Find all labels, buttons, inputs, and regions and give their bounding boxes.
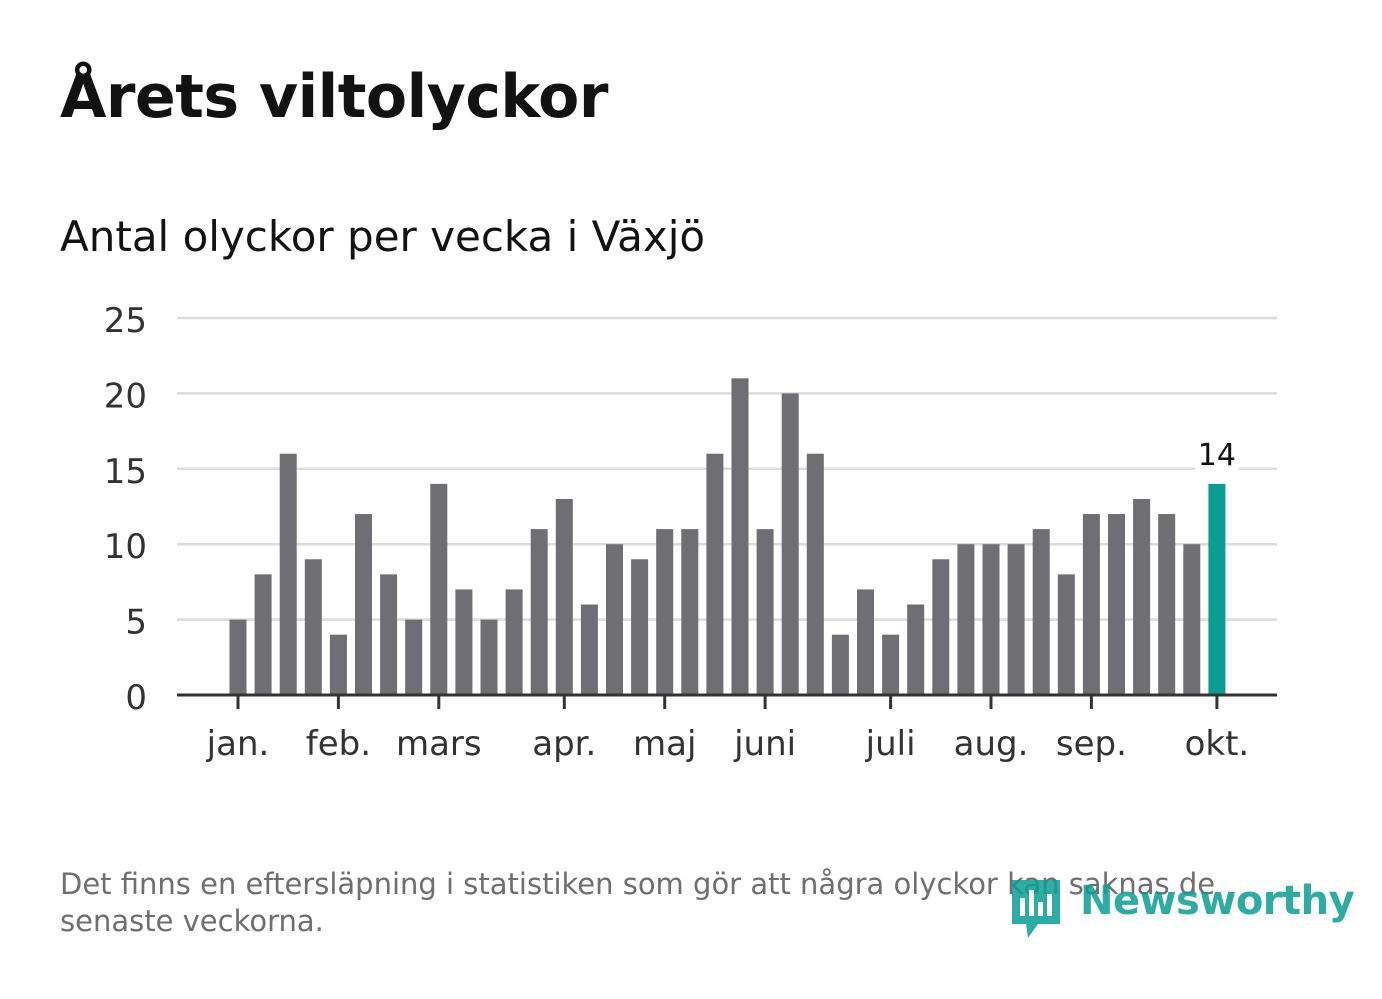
highlight-value-label: 14 [1198,438,1236,473]
y-tick-label-0: 0 [125,678,147,718]
bar-chart-bubble-icon [1012,880,1060,938]
bar [430,483,448,695]
bar [831,634,849,695]
bar [505,589,523,695]
bar [304,559,322,695]
chart-title: Årets viltolyckor [60,62,609,132]
bar [1158,514,1176,695]
weekly-accidents-bar-chart: 0 5 10 15 20 25 jan. feb. mars apr. maj juni juli au… [104,301,1277,764]
bar [555,498,573,695]
annotations: 14 [1194,433,1239,473]
x-tick-label: okt. [1185,724,1250,764]
x-tick-label: juli [865,724,916,764]
bar [1082,514,1100,695]
y-tick-label-25: 25 [104,301,147,341]
bar [1007,544,1025,695]
x-tick-label: aug. [954,724,1029,764]
bar [405,619,423,695]
y-axis-tick-labels: 0 5 10 15 20 25 [104,301,147,718]
newsworthy-logo[interactable]: Newsworthy [1008,872,1355,944]
bar [580,604,598,695]
bar [932,559,950,695]
logo-text: Newsworthy [1080,878,1355,924]
bar [1183,544,1201,695]
bar [806,453,824,695]
bars [229,378,1226,695]
bar [329,634,347,695]
bar [530,529,548,695]
y-tick-label-20: 20 [104,376,147,416]
bar [606,544,623,695]
bar [1133,498,1151,695]
bar [480,619,498,695]
x-tick-label: feb. [306,724,371,764]
bar [455,589,473,695]
bar [857,589,874,695]
y-tick-label-10: 10 [104,527,147,567]
x-tick-label: jan. [206,724,270,764]
x-tick-label: maj [633,724,696,764]
x-tick-label: mars [396,724,482,764]
x-tick-label: sep. [1056,724,1127,764]
bar [229,619,247,695]
bar [706,453,724,695]
y-tick-label-5: 5 [125,603,147,643]
highlight-label-bg [1194,433,1239,472]
y-tick-label-15: 15 [104,452,147,492]
bar [781,393,799,695]
bar-highlight [1208,483,1226,695]
bar [631,559,649,695]
x-axis-month-labels: jan. feb. mars apr. maj juni juli aug. sep. okt. [206,695,1250,764]
x-tick-label: apr. [532,724,596,764]
x-tick-label: juni [733,724,796,764]
bar [681,529,699,695]
bar [1032,529,1050,695]
bar [731,378,749,695]
bar [380,574,398,695]
bar [907,604,925,695]
chart-subtitle: Antal olyckor per vecka i Växjö [60,212,706,261]
bar [1057,574,1075,695]
bar [279,453,297,695]
bar [882,634,900,695]
bar [982,544,1000,695]
bar [355,514,372,695]
bar [656,529,674,695]
bar [1108,514,1125,695]
bar [957,544,975,695]
bar [756,529,774,695]
bar [254,574,272,695]
